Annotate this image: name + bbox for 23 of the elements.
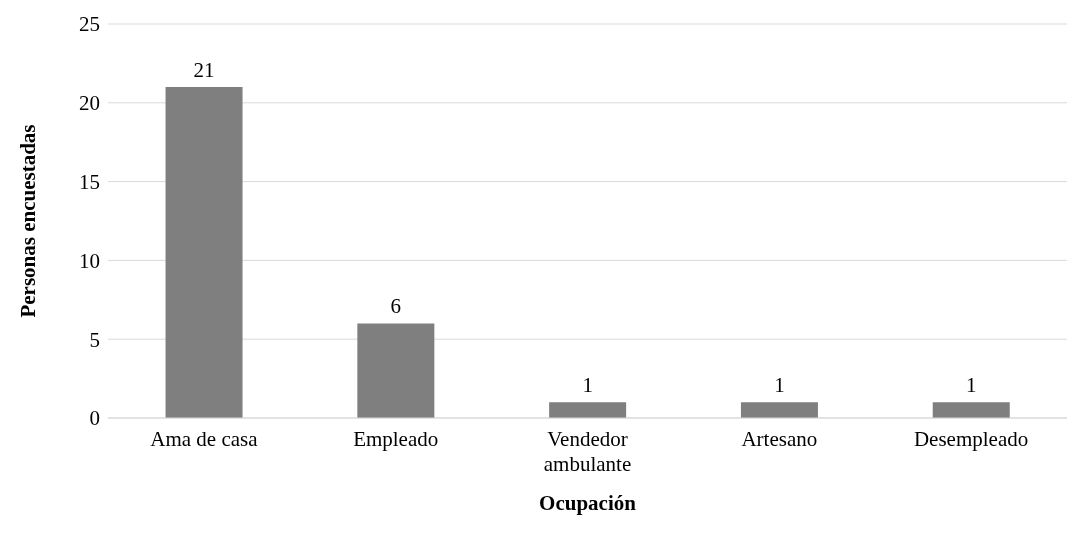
- data-label: 21: [193, 58, 215, 83]
- x-tick-label: Artesano: [741, 427, 818, 451]
- x-tick-label: Ama de casa: [150, 427, 259, 451]
- data-label: 1: [582, 373, 593, 398]
- x-tick-label: Empleado: [353, 427, 439, 451]
- bar: [165, 87, 243, 418]
- y-tick-label: 5: [89, 327, 100, 352]
- bar: [740, 402, 818, 418]
- y-axis-title: Personas encuestadas: [16, 124, 41, 318]
- x-axis-title: Ocupación: [539, 491, 637, 515]
- bar: [932, 402, 1010, 418]
- data-label: 1: [965, 373, 977, 398]
- bar: [549, 402, 627, 418]
- bar: [357, 323, 435, 418]
- y-tick-label: 0: [89, 406, 100, 431]
- y-tick-label: 25: [79, 12, 100, 37]
- data-label: 1: [774, 373, 785, 398]
- x-tick-label: Vendedor ambulante: [543, 427, 632, 476]
- y-tick-label: 15: [79, 170, 100, 195]
- y-tick-label: 20: [79, 91, 100, 116]
- x-tick-label: Desempleado: [913, 427, 1029, 451]
- y-tick-label: 10: [79, 248, 100, 273]
- data-label: 6: [390, 294, 402, 319]
